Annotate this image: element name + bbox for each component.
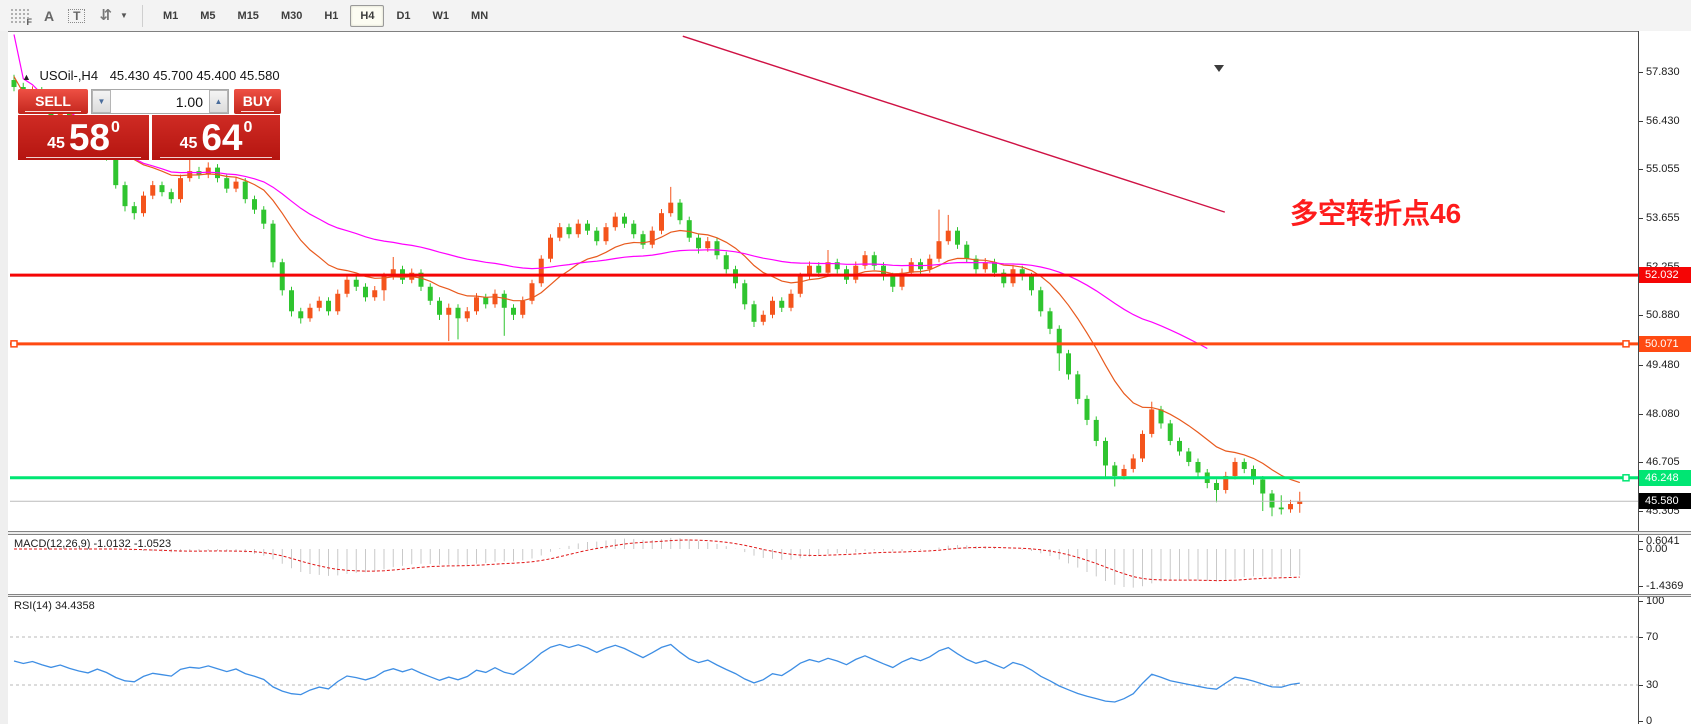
price-tick-label: 55.055 — [1646, 163, 1680, 176]
symbol-title: USOil-,H4 — [39, 68, 99, 83]
cycle-arrows-icon[interactable]: ⇵ — [99, 7, 113, 24]
sell-price-pips: 58 — [68, 116, 111, 158]
timeframe-button-M1[interactable]: M1 — [162, 9, 179, 22]
axis-tick-mark — [1639, 541, 1643, 542]
buy-price-button[interactable]: 45 64 0 — [152, 115, 280, 160]
toolbar: F A T ⇵ ▼ M1 M5 M15 M30 H1 H4 D1 W1 MN — [0, 0, 1691, 32]
dropdown-caret-icon[interactable]: ▼ — [120, 10, 128, 20]
price-tick-label: 56.430 — [1646, 115, 1680, 127]
axis-tick-mark — [1639, 510, 1643, 512]
collapse-triangle-icon[interactable]: ▲ — [22, 72, 31, 82]
rsi-indicator-label: RSI(14) 34.4358 — [14, 600, 95, 612]
chart-shift-marker[interactable] — [1214, 65, 1224, 72]
timeframe-button-D1[interactable]: D1 — [396, 9, 411, 22]
sell-price-button[interactable]: 45 58 0 — [18, 115, 149, 160]
chart-header: ▲ USOil-,H4 45.430 45.700 45.400 45.580 — [22, 68, 280, 83]
chart-window: ▲ USOil-,H4 45.430 45.700 45.400 45.580 … — [8, 31, 1691, 724]
axis-tick-mark — [1639, 121, 1643, 122]
rsi-tick-label: 100 — [1646, 595, 1665, 607]
main-chart-surface[interactable] — [10, 32, 1638, 531]
buy-button[interactable]: BUY — [234, 89, 281, 114]
axis-tick-mark — [1639, 586, 1643, 587]
timeframe-button-MN[interactable]: MN — [471, 9, 489, 22]
price-tick-label: 50.880 — [1646, 309, 1680, 322]
toolbar-separator — [141, 4, 143, 27]
price-tick-label: 53.655 — [1646, 212, 1680, 225]
timeframe-button-M5[interactable]: M5 — [200, 9, 216, 22]
axis-tick-mark — [1639, 601, 1643, 602]
volume-stepper: ▼ ▲ — [91, 89, 229, 114]
macd-tick-label: 0.6041 — [1646, 535, 1680, 547]
axis-tick-mark — [1639, 685, 1643, 686]
hline-price-tag: 46.248 — [1639, 469, 1691, 486]
axis-tick-mark — [1639, 364, 1643, 366]
buy-price-whole: 45 — [179, 135, 198, 152]
price-axis[interactable]: 57.83056.43055.05553.65552.25550.88049.4… — [1638, 31, 1691, 724]
axis-tick-mark — [1639, 549, 1643, 550]
price-tick-label: 57.830 — [1646, 65, 1680, 78]
buy-price-point: 0 — [243, 119, 253, 136]
volume-input[interactable] — [111, 90, 209, 113]
timeframe-button-W1[interactable]: W1 — [432, 9, 450, 22]
macd-panel-surface[interactable] — [10, 535, 1638, 594]
timeframe-button-M30[interactable]: M30 — [280, 9, 303, 22]
timeframe-button-M15[interactable]: M15 — [237, 9, 259, 22]
panel-splitter[interactable] — [8, 594, 1691, 597]
ohlc-readout: 45.430 45.700 45.400 45.580 — [109, 68, 280, 83]
volume-increase-button[interactable]: ▲ — [209, 90, 228, 113]
rsi-panel-surface[interactable] — [10, 597, 1638, 724]
rsi-tick-label: 30 — [1646, 679, 1659, 691]
panel-splitter[interactable] — [8, 531, 1691, 535]
axis-tick-mark — [1639, 461, 1643, 463]
macd-tick-label: 0.00 — [1646, 543, 1668, 555]
price-tick-label: 46.705 — [1646, 455, 1680, 468]
textbox-tool-icon[interactable]: T — [68, 8, 86, 23]
hline-price-tag: 50.071 — [1639, 335, 1691, 352]
axis-tick-mark — [1639, 413, 1643, 415]
sell-price-point: 0 — [111, 119, 120, 136]
axis-tick-mark — [1639, 218, 1643, 220]
hline-price-tag: 52.032 — [1639, 267, 1691, 284]
text-label-icon[interactable]: A — [44, 7, 55, 24]
grid-f-icon[interactable]: F — [10, 8, 32, 27]
drawing-toolbar: F A T ⇵ ▼ — [0, 7, 128, 27]
macd-tick-label: -1.4369 — [1646, 580, 1684, 592]
sell-button-label: SELL — [35, 93, 71, 109]
axis-tick-mark — [1639, 637, 1643, 638]
buy-button-underline — [241, 111, 274, 112]
sell-price-underline — [26, 157, 141, 158]
price-tick-label: 48.080 — [1646, 407, 1680, 420]
current-price-tag: 45.580 — [1639, 493, 1691, 510]
axis-tick-mark — [1639, 315, 1643, 317]
buy-button-label: BUY — [242, 93, 273, 109]
sell-price-whole: 45 — [47, 135, 65, 152]
axis-tick-mark — [1639, 71, 1643, 73]
macd-indicator-label: MACD(12,26,9) -1.0132 -1.0523 — [14, 538, 172, 550]
trend-annotation-text: 多空转折点46 — [1290, 198, 1462, 229]
one-click-trade-panel: SELL ▼ ▲ BUY 45 58 0 — [18, 89, 281, 160]
axis-tick-mark — [1639, 169, 1643, 171]
buy-price-underline — [160, 157, 272, 158]
buy-price-pips: 64 — [201, 116, 243, 158]
timeframe-button-H1[interactable]: H1 — [324, 9, 339, 22]
sell-button-underline — [25, 111, 81, 112]
rsi-tick-label: 0 — [1646, 715, 1653, 724]
sell-button[interactable]: SELL — [18, 89, 88, 114]
rsi-tick-label: 70 — [1646, 631, 1659, 643]
volume-decrease-button[interactable]: ▼ — [92, 90, 111, 113]
timeframe-bar: M1 M5 M15 M30 H1 H4 D1 W1 MN — [153, 4, 498, 27]
price-tick-label: 49.480 — [1646, 358, 1680, 371]
axis-tick-mark — [1639, 721, 1643, 722]
timeframe-button-H4[interactable]: H4 — [350, 4, 385, 27]
